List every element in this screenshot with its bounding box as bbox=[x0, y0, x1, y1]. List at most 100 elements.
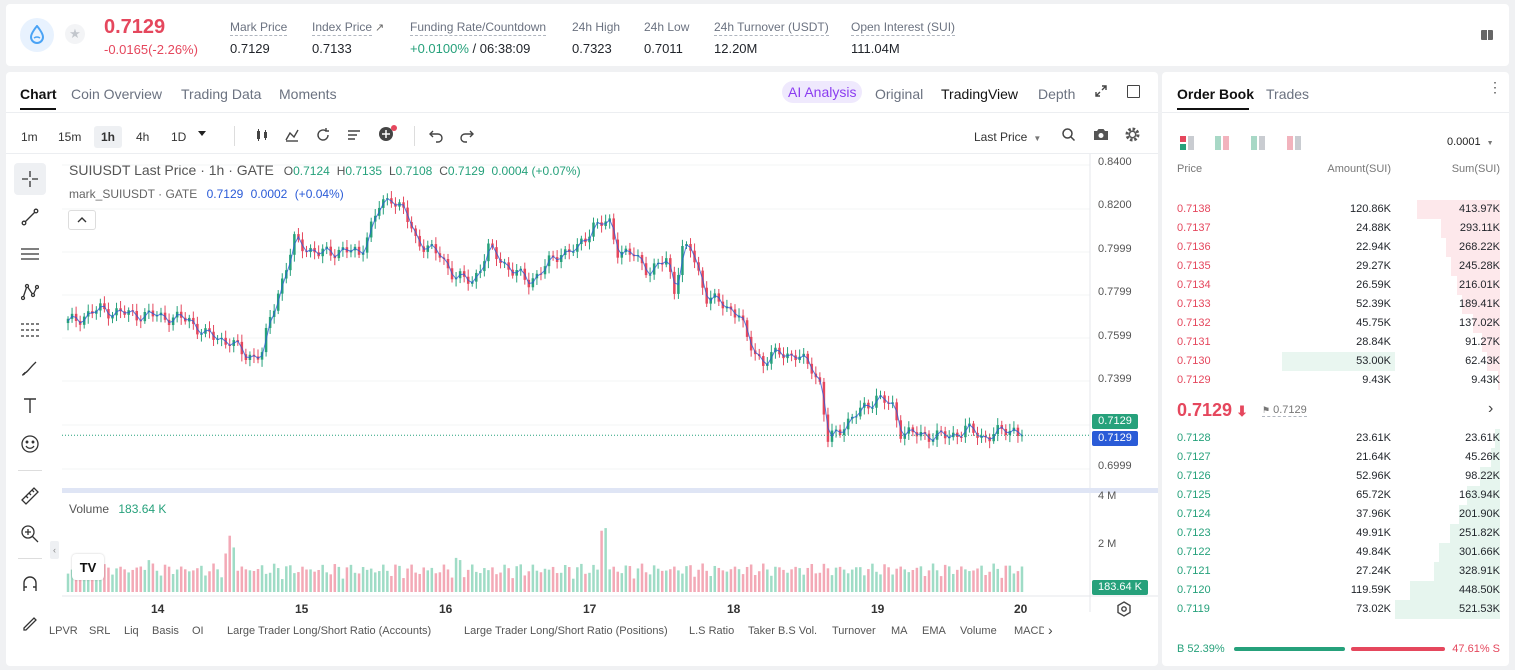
indicator-ls-ratio[interactable]: L.S Ratio bbox=[689, 625, 735, 637]
camera-icon[interactable] bbox=[1093, 127, 1109, 147]
undo-icon[interactable] bbox=[428, 127, 444, 148]
bid-row[interactable]: 0.7125 65.72K 163.94K bbox=[1162, 486, 1509, 505]
indicator-volume[interactable]: Volume bbox=[960, 625, 997, 637]
ruler-tool-icon[interactable] bbox=[14, 480, 46, 512]
layout-both-icon[interactable] bbox=[1179, 135, 1195, 156]
timeframe-15m[interactable]: 15m bbox=[58, 130, 82, 144]
text-tool-icon[interactable] bbox=[14, 390, 46, 422]
timeframe-4h[interactable]: 4h bbox=[136, 130, 150, 144]
candle-type-icon[interactable] bbox=[254, 127, 270, 148]
collapse-legend-button[interactable] bbox=[68, 210, 96, 230]
ask-row[interactable]: 0.7129 9.43K 9.43K bbox=[1162, 371, 1509, 390]
layout-bids-icon[interactable] bbox=[1250, 135, 1266, 156]
pencil-lock-icon[interactable] bbox=[14, 606, 46, 638]
fib-tool-icon[interactable] bbox=[14, 314, 46, 346]
redo-icon[interactable] bbox=[459, 127, 475, 148]
last-price-tag: 0.7129 bbox=[1092, 414, 1138, 429]
tab-trades[interactable]: Trades bbox=[1266, 86, 1310, 102]
tab-order-book[interactable]: Order Book bbox=[1177, 86, 1255, 102]
bid-row[interactable]: 0.7123 49.91K 251.82K bbox=[1162, 524, 1509, 543]
crosshair-tool-icon[interactable] bbox=[14, 163, 46, 195]
layout-asks-icon[interactable] bbox=[1286, 135, 1302, 156]
ai-analysis-button[interactable]: AI Analysis bbox=[782, 81, 863, 103]
depth-bar bbox=[1491, 448, 1500, 467]
tab-chart[interactable]: Chart bbox=[20, 86, 57, 102]
indicator-taker-bs-vol[interactable]: Taker B.S Vol. bbox=[748, 625, 818, 637]
indicator-liq[interactable]: Liq bbox=[124, 625, 139, 637]
bid-row[interactable]: 0.7126 52.96K 98.22K bbox=[1162, 467, 1509, 486]
layout-both-alt-icon[interactable] bbox=[1214, 135, 1230, 156]
bid-row[interactable]: 0.7124 37.96K 201.90K bbox=[1162, 505, 1509, 524]
indicator-oi[interactable]: OI bbox=[192, 625, 204, 637]
tab-coin-overview[interactable]: Coin Overview bbox=[71, 86, 163, 102]
indicator-ma[interactable]: MA bbox=[891, 625, 908, 637]
indicator-trader-ratio-positions[interactable]: Large Trader Long/Short Ratio (Positions… bbox=[464, 625, 668, 637]
more-options-icon[interactable]: ⋮ bbox=[1488, 79, 1502, 95]
legend-high: 0.7135 bbox=[345, 164, 383, 178]
zoom-in-icon[interactable] bbox=[14, 518, 46, 550]
window-icon[interactable] bbox=[1127, 85, 1140, 98]
search-icon[interactable] bbox=[1061, 127, 1076, 147]
timeframe-1h[interactable]: 1h bbox=[94, 126, 123, 148]
gear-icon[interactable] bbox=[1125, 127, 1140, 147]
timeframe-dropdown-icon[interactable] bbox=[198, 131, 206, 136]
ask-row[interactable]: 0.7132 45.75K 137.02K bbox=[1162, 314, 1509, 333]
emoji-tool-icon[interactable] bbox=[14, 428, 46, 460]
volume-bar bbox=[329, 574, 333, 592]
indicator-macd[interactable]: MACD bbox=[1014, 625, 1044, 637]
ask-row[interactable]: 0.7135 29.27K 245.28K bbox=[1162, 257, 1509, 276]
collapse-toolbar-icon[interactable]: ‹ bbox=[50, 541, 59, 559]
indicator-ema[interactable]: EMA bbox=[922, 625, 946, 637]
indicator-basis[interactable]: Basis bbox=[152, 625, 179, 637]
timeframe-1d[interactable]: 1D bbox=[171, 130, 187, 144]
indicator-turnover[interactable]: Turnover bbox=[832, 625, 876, 637]
chevron-right-icon[interactable]: › bbox=[1488, 400, 1494, 417]
volume-bar bbox=[992, 563, 995, 592]
add-indicator-icon[interactable] bbox=[378, 125, 398, 148]
order-amount: 120.86K bbox=[1350, 203, 1391, 215]
bid-row[interactable]: 0.7127 21.64K 45.26K bbox=[1162, 448, 1509, 467]
indicators-icon[interactable] bbox=[284, 127, 300, 148]
bid-row[interactable]: 0.7120 119.59K 448.50K bbox=[1162, 581, 1509, 600]
replay-icon[interactable] bbox=[315, 127, 331, 148]
bid-row[interactable]: 0.7128 23.61K 23.61K bbox=[1162, 429, 1509, 448]
pattern-tool-icon[interactable] bbox=[14, 276, 46, 308]
bid-row[interactable]: 0.7122 49.84K 301.66K bbox=[1162, 543, 1509, 562]
magnet-icon[interactable] bbox=[14, 568, 46, 600]
indicator-lpvr[interactable]: LPVR bbox=[49, 625, 78, 637]
template-icon[interactable] bbox=[346, 127, 362, 148]
tab-moments[interactable]: Moments bbox=[279, 86, 337, 102]
bid-row[interactable]: 0.7121 27.24K 328.91K bbox=[1162, 562, 1509, 581]
chevron-right-icon[interactable]: › bbox=[1048, 622, 1053, 638]
indicator-srl[interactable]: SRL bbox=[89, 625, 111, 637]
chart-settings-icon[interactable] bbox=[1116, 601, 1132, 622]
horizontal-lines-tool-icon[interactable] bbox=[14, 238, 46, 270]
ask-row[interactable]: 0.7136 22.94K 268.22K bbox=[1162, 238, 1509, 257]
ask-row[interactable]: 0.7133 52.39K 189.41K bbox=[1162, 295, 1509, 314]
trend-line-tool-icon[interactable] bbox=[14, 201, 46, 233]
volume-bar bbox=[640, 563, 644, 592]
volume-bar bbox=[183, 569, 187, 592]
brush-tool-icon[interactable] bbox=[14, 352, 46, 384]
tab-tradingview[interactable]: TradingView bbox=[941, 86, 1019, 102]
fullscreen-icon[interactable] bbox=[1094, 84, 1108, 98]
timeframe-1m[interactable]: 1m bbox=[21, 130, 38, 144]
ask-row[interactable]: 0.7137 24.88K 293.11K bbox=[1162, 219, 1509, 238]
ask-row[interactable]: 0.7138 120.86K 413.97K bbox=[1162, 200, 1509, 219]
indicator-trader-ratio-accounts[interactable]: Large Trader Long/Short Ratio (Accounts) bbox=[227, 625, 432, 637]
tab-trading-data[interactable]: Trading Data bbox=[181, 86, 262, 102]
tab-depth[interactable]: Depth bbox=[1038, 86, 1076, 102]
book-icon[interactable] bbox=[1480, 28, 1494, 42]
ask-row[interactable]: 0.7134 26.59K 216.01K bbox=[1162, 276, 1509, 295]
precision-select[interactable]: 0.0001 ▼ bbox=[1447, 136, 1494, 148]
volume-bar bbox=[103, 564, 106, 592]
ask-row[interactable]: 0.7131 28.84K 91.27K bbox=[1162, 333, 1509, 352]
bid-row[interactable]: 0.7119 73.02K 521.53K bbox=[1162, 600, 1509, 619]
candlestick-chart[interactable] bbox=[6, 72, 1158, 666]
stat-index-price[interactable]: Index Price ↗ 0.7133 bbox=[312, 18, 384, 56]
tab-original[interactable]: Original bbox=[875, 86, 924, 102]
price-type-select[interactable]: Last Price ▼ bbox=[974, 126, 1041, 150]
ask-row[interactable]: 0.7130 53.00K 62.43K bbox=[1162, 352, 1509, 371]
favorite-star-icon[interactable]: ★ bbox=[65, 24, 85, 44]
volume-bar bbox=[285, 566, 288, 592]
